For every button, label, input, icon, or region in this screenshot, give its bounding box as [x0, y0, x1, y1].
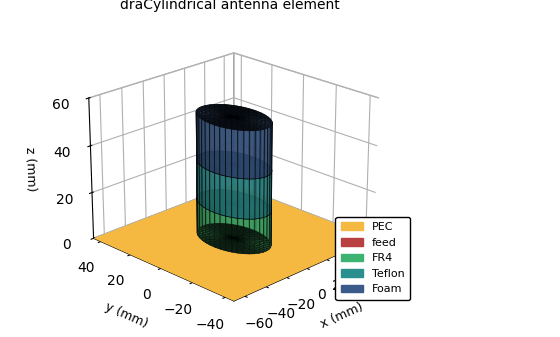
Legend: PEC, feed, FR4, Teflon, Foam: PEC, feed, FR4, Teflon, Foam	[335, 217, 410, 300]
X-axis label: x (mm): x (mm)	[318, 300, 365, 331]
Title: draCylindrical antenna element: draCylindrical antenna element	[120, 0, 339, 11]
Y-axis label: y (mm): y (mm)	[103, 300, 150, 331]
